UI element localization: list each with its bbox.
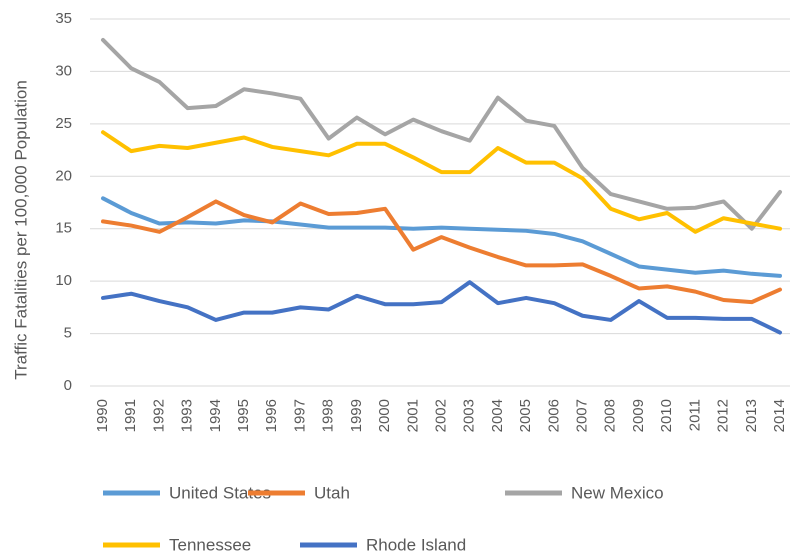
x-tick-label: 2007 (574, 399, 591, 432)
x-tick-label: 1998 (320, 399, 337, 432)
x-tick-label: 2011 (686, 399, 703, 431)
legend-label: Tennessee (169, 535, 251, 554)
y-tick-label: 20 (55, 167, 72, 184)
x-tick-label: 2008 (602, 399, 619, 432)
legend-label: Utah (314, 483, 350, 502)
legend-label: New Mexico (571, 483, 664, 502)
x-tick-label: 2013 (743, 399, 760, 432)
y-tick-label: 0 (64, 377, 72, 394)
x-tick-label: 2005 (517, 399, 534, 432)
y-axis-title: Traffic Fatalities per 100,000 Populatio… (11, 80, 30, 380)
x-tick-label: 2003 (461, 399, 478, 432)
y-tick-label: 25 (55, 115, 72, 132)
data-line (101, 199, 782, 305)
x-tick-label: 1997 (291, 399, 308, 432)
x-tick-label: 1993 (179, 399, 196, 432)
y-tick-label: 30 (55, 62, 72, 79)
data-line (101, 130, 782, 234)
x-tick-label: 1992 (150, 399, 167, 432)
x-tick-label: 2002 (432, 399, 449, 432)
legend-label: United States (169, 483, 271, 502)
data-line (101, 280, 782, 335)
x-tick-label: 2010 (658, 399, 675, 432)
x-tick-label: 1999 (348, 399, 365, 432)
x-tick-label: 2006 (545, 399, 562, 432)
y-tick-label: 10 (55, 272, 72, 289)
x-tick-label: 1995 (235, 399, 252, 432)
y-tick-label: 5 (64, 325, 72, 342)
y-tick-label: 35 (55, 10, 72, 27)
x-tick-label: 1996 (263, 399, 280, 432)
data-line (101, 196, 782, 278)
x-tick-label: 2012 (715, 399, 732, 432)
x-tick-label: 2009 (630, 399, 647, 432)
x-tick-label: 2001 (404, 399, 421, 432)
x-tick-label: 2000 (376, 399, 393, 432)
x-tick-label: 2004 (489, 399, 506, 432)
y-tick-label: 15 (55, 220, 72, 237)
x-tick-label: 1990 (94, 399, 111, 432)
x-tick-label: 1994 (207, 399, 224, 432)
x-tick-label: 2014 (771, 399, 788, 432)
x-tick-label: 1991 (122, 399, 139, 432)
data-line (101, 37, 782, 231)
legend-label: Rhode Island (366, 535, 466, 554)
